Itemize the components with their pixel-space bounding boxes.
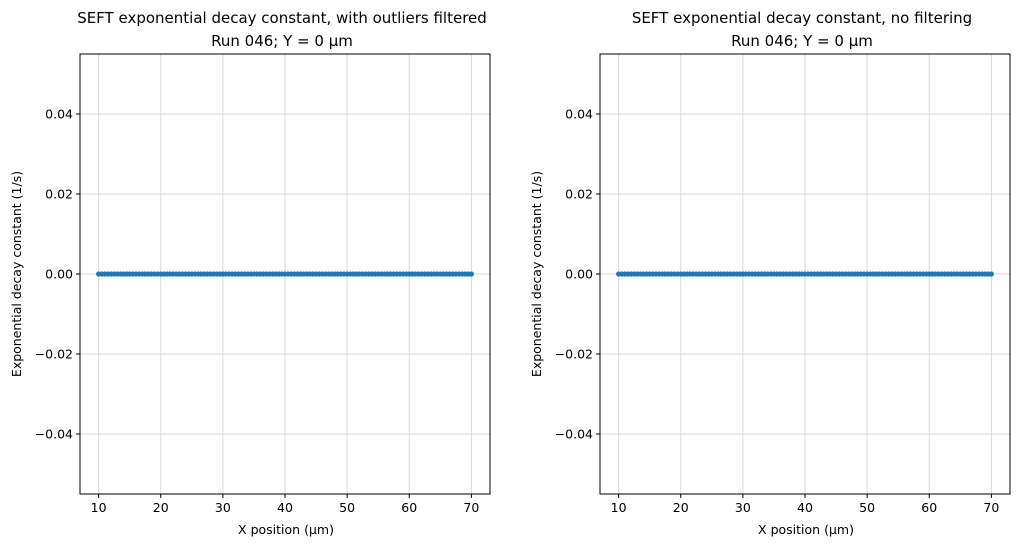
chart-title-line1: SEFT exponential decay constant, with ou…: [77, 9, 487, 27]
x-tick-label: 50: [859, 500, 875, 515]
x-ticks: 10 20 30 40 50 60 70: [611, 494, 999, 515]
x-tick-label: 20: [153, 500, 169, 515]
chart-left: SEFT exponential decay constant, with ou…: [9, 9, 491, 537]
y-tick-label: 0.04: [45, 107, 73, 122]
x-tick-label: 70: [463, 500, 479, 515]
y-axis-label: Exponential decay constant (1/s): [529, 171, 544, 377]
y-tick-label: 0.00: [565, 267, 593, 282]
data-points: [96, 271, 474, 277]
chart-title-line2: Run 046; Y = 0 µm: [211, 32, 353, 50]
y-tick-label: −0.02: [555, 347, 593, 362]
y-tick-label: 0.00: [45, 267, 73, 282]
y-tick-label: −0.04: [35, 427, 73, 442]
x-tick-label: 70: [983, 500, 999, 515]
y-tick-label: 0.02: [45, 187, 73, 202]
x-tick-label: 20: [673, 500, 689, 515]
x-ticks: 10 20 30 40 50 60 70: [91, 494, 479, 515]
y-tick-label: 0.04: [565, 107, 593, 122]
y-tick-label: −0.04: [555, 427, 593, 442]
x-axis-label: X position (µm): [238, 522, 334, 537]
x-tick-label: 30: [215, 500, 231, 515]
chart-title-line1: SEFT exponential decay constant, no filt…: [632, 9, 972, 27]
y-axis-label: Exponential decay constant (1/s): [9, 171, 24, 377]
data-point: [988, 271, 994, 277]
y-tick-label: 0.02: [565, 187, 593, 202]
x-tick-label: 60: [401, 500, 417, 515]
y-tick-label: −0.02: [35, 347, 73, 362]
x-tick-label: 30: [735, 500, 751, 515]
x-tick-label: 40: [277, 500, 293, 515]
chart-right: SEFT exponential decay constant, no filt…: [529, 9, 1011, 537]
data-points: [616, 271, 994, 277]
x-tick-label: 60: [921, 500, 937, 515]
y-ticks: −0.04 −0.02 0.00 0.02 0.04: [555, 107, 600, 442]
y-ticks: −0.04 −0.02 0.00 0.02 0.04: [35, 107, 80, 442]
x-tick-label: 10: [611, 500, 627, 515]
x-tick-label: 40: [797, 500, 813, 515]
x-axis-label: X position (µm): [758, 522, 854, 537]
x-tick-label: 10: [91, 500, 107, 515]
x-tick-label: 50: [339, 500, 355, 515]
chart-title-line2: Run 046; Y = 0 µm: [731, 32, 873, 50]
data-point: [468, 271, 474, 277]
